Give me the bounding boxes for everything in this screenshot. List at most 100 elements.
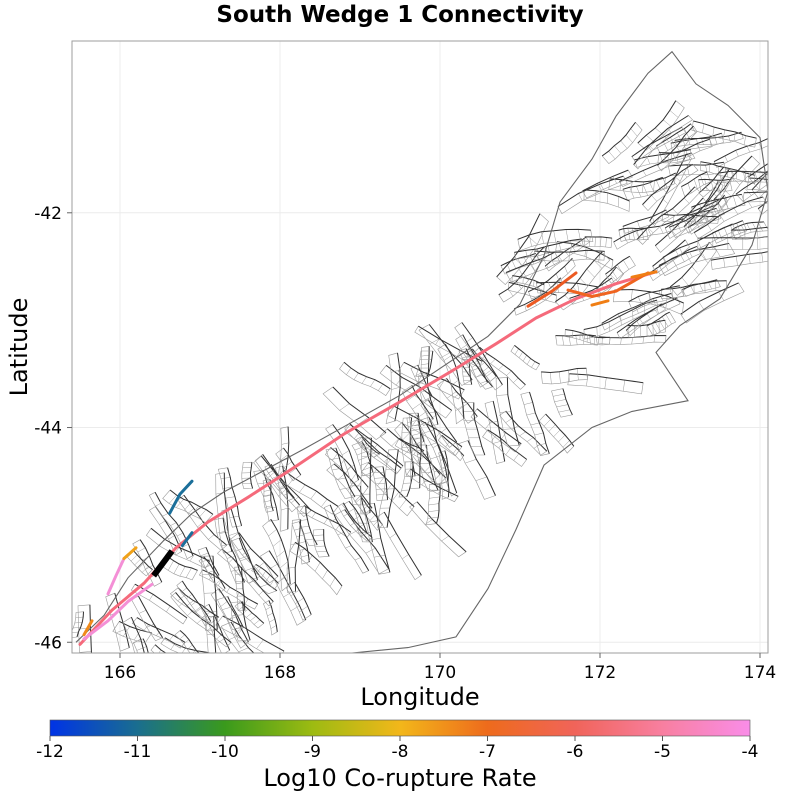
fault-trace bbox=[154, 492, 194, 556]
fault-patch-divider bbox=[183, 501, 192, 511]
fault-patch-outline bbox=[150, 644, 167, 653]
fault-patch-divider bbox=[519, 431, 526, 437]
fault-patch-divider bbox=[354, 445, 365, 451]
fault-patch-divider bbox=[441, 535, 450, 542]
fault-patch-divider bbox=[412, 402, 423, 410]
fault-patch-divider bbox=[716, 180, 720, 192]
fault-patch-divider bbox=[662, 199, 669, 204]
fault-patch-divider bbox=[430, 413, 438, 420]
fault-trace bbox=[618, 227, 647, 231]
fault-trace bbox=[601, 121, 636, 157]
fault-patch-divider bbox=[141, 566, 149, 573]
fault-patch-divider bbox=[612, 176, 618, 184]
fault-patch-divider bbox=[179, 634, 185, 640]
fault-patch-divider bbox=[620, 315, 622, 326]
fault-patch-divider bbox=[374, 477, 386, 479]
fault-patch-divider bbox=[692, 217, 698, 225]
fault-patch-divider bbox=[178, 601, 184, 607]
fault-patch-divider bbox=[475, 476, 487, 481]
fault-trace bbox=[637, 100, 677, 144]
fault-patch-divider bbox=[296, 534, 304, 538]
fault-patch-divider bbox=[219, 531, 229, 534]
colorbar-tick-label: -5 bbox=[654, 742, 671, 762]
fault-trace bbox=[658, 149, 691, 154]
fault-patch-divider bbox=[647, 227, 654, 234]
fault-patch-divider bbox=[728, 135, 731, 143]
fault-trace bbox=[628, 285, 680, 303]
fault-trace bbox=[427, 350, 434, 377]
fault-patch-divider bbox=[610, 274, 618, 282]
fault-patch-divider bbox=[346, 367, 352, 375]
fault-patch-divider bbox=[429, 338, 441, 345]
fault-patch-divider bbox=[122, 626, 130, 637]
fault-patch-divider bbox=[279, 486, 287, 490]
fault-patch-divider bbox=[761, 252, 764, 263]
fault-trace bbox=[284, 426, 290, 475]
fault-patch-divider bbox=[663, 141, 669, 151]
fault-patch-divider bbox=[354, 557, 362, 561]
fault-patch-divider bbox=[384, 455, 391, 463]
fault-patch-divider bbox=[456, 350, 461, 357]
fault-patch-divider bbox=[653, 180, 655, 192]
fault-patch-divider bbox=[115, 629, 126, 634]
fault-patch-divider bbox=[163, 654, 167, 659]
fault-patch-divider bbox=[747, 201, 753, 208]
fault-patch-divider bbox=[684, 135, 689, 142]
fault-trace bbox=[203, 556, 226, 589]
fault-patch-outline bbox=[322, 386, 387, 440]
fault-trace bbox=[238, 537, 278, 592]
fault-patch-divider bbox=[575, 335, 578, 345]
fault-trace bbox=[512, 275, 545, 286]
fault-patch-divider bbox=[174, 547, 180, 555]
fault-patch-divider bbox=[389, 533, 397, 539]
fault-trace bbox=[373, 503, 391, 573]
fault-patch-divider bbox=[413, 447, 419, 455]
fault-trace bbox=[757, 200, 768, 210]
colorbar-tick-label: -8 bbox=[392, 742, 409, 762]
fault-patch-divider bbox=[176, 499, 184, 508]
fault-patch-divider bbox=[665, 313, 672, 325]
fault-patch-divider bbox=[630, 181, 633, 193]
fault-patch-divider bbox=[395, 377, 403, 386]
fault-patch-divider bbox=[168, 494, 177, 504]
fault-trace bbox=[444, 450, 450, 498]
fault-trace bbox=[383, 511, 422, 576]
fault-trace bbox=[569, 373, 644, 384]
fault-patch-divider bbox=[267, 612, 274, 617]
fault-patch-divider bbox=[216, 634, 222, 640]
fault-patch-divider bbox=[700, 254, 709, 264]
fault-patch-divider bbox=[259, 583, 268, 588]
fault-patch-divider bbox=[770, 138, 773, 144]
fault-patch-divider bbox=[244, 598, 249, 605]
fault-trace bbox=[406, 461, 414, 497]
fault-patch-divider bbox=[723, 258, 726, 268]
fault-patch-divider bbox=[155, 502, 162, 507]
source-fault-south-wedge-1 bbox=[151, 549, 175, 578]
fault-trace bbox=[636, 186, 696, 240]
fault-patch-divider bbox=[442, 489, 449, 492]
fault-patch-divider bbox=[701, 208, 707, 216]
fault-patch-divider bbox=[746, 223, 752, 233]
fault-patch-divider bbox=[511, 425, 519, 431]
fault-patch-divider bbox=[547, 280, 552, 289]
fault-trace bbox=[657, 125, 694, 166]
fault-patch-divider bbox=[356, 480, 363, 488]
fault-trace bbox=[555, 334, 597, 337]
fault-patch-divider bbox=[710, 179, 714, 191]
fault-patch-divider bbox=[513, 257, 523, 266]
fault-patch-divider bbox=[523, 402, 533, 405]
fault-patch-divider bbox=[664, 136, 669, 142]
fault-patch-divider bbox=[313, 534, 324, 536]
fault-patch-divider bbox=[369, 514, 376, 521]
fault-patch-divider bbox=[655, 127, 664, 136]
fault-patch-divider bbox=[553, 230, 557, 243]
fault-trace bbox=[167, 556, 198, 571]
fault-patch-divider bbox=[707, 224, 712, 231]
fault-patch-divider bbox=[322, 569, 328, 580]
fault-patch-outline bbox=[263, 600, 278, 636]
fault-patch-divider bbox=[486, 371, 493, 377]
highlighted-faults bbox=[78, 270, 658, 646]
fault-patch-divider bbox=[391, 369, 400, 373]
fault-patch-divider bbox=[465, 459, 477, 464]
fault-patch-divider bbox=[408, 428, 420, 432]
